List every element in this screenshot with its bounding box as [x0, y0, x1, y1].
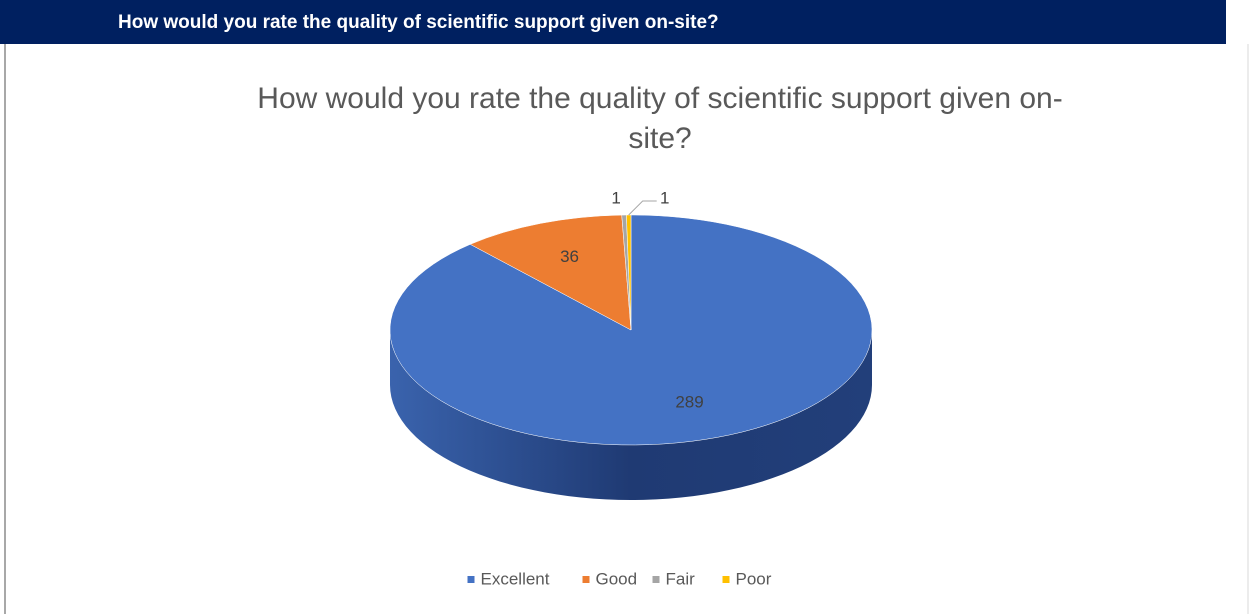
legend-marker: [467, 576, 475, 583]
legend-marker: [722, 576, 730, 583]
legend-marker: [652, 576, 660, 583]
chart: How would you rate the quality of scient…: [257, 82, 1062, 589]
legend-marker: [582, 576, 590, 583]
legend-label: Excellent: [481, 569, 550, 588]
header-title: How would you rate the quality of scient…: [118, 12, 719, 33]
data-label: 289: [675, 393, 703, 412]
pie-slice: [469, 214, 632, 331]
leader-line: [628, 200, 657, 216]
data-label: 1: [611, 188, 620, 207]
chart-title: How would you rate the quality of scient…: [257, 82, 1062, 115]
header-bar: [0, 0, 1226, 44]
legend-label: Good: [596, 569, 638, 588]
data-label: 36: [560, 247, 579, 266]
data-label: 1: [660, 188, 669, 207]
chart-title: site?: [628, 122, 691, 155]
pie-side: [390, 330, 872, 500]
legend-label: Poor: [736, 569, 772, 588]
legend-label: Fair: [666, 569, 696, 588]
